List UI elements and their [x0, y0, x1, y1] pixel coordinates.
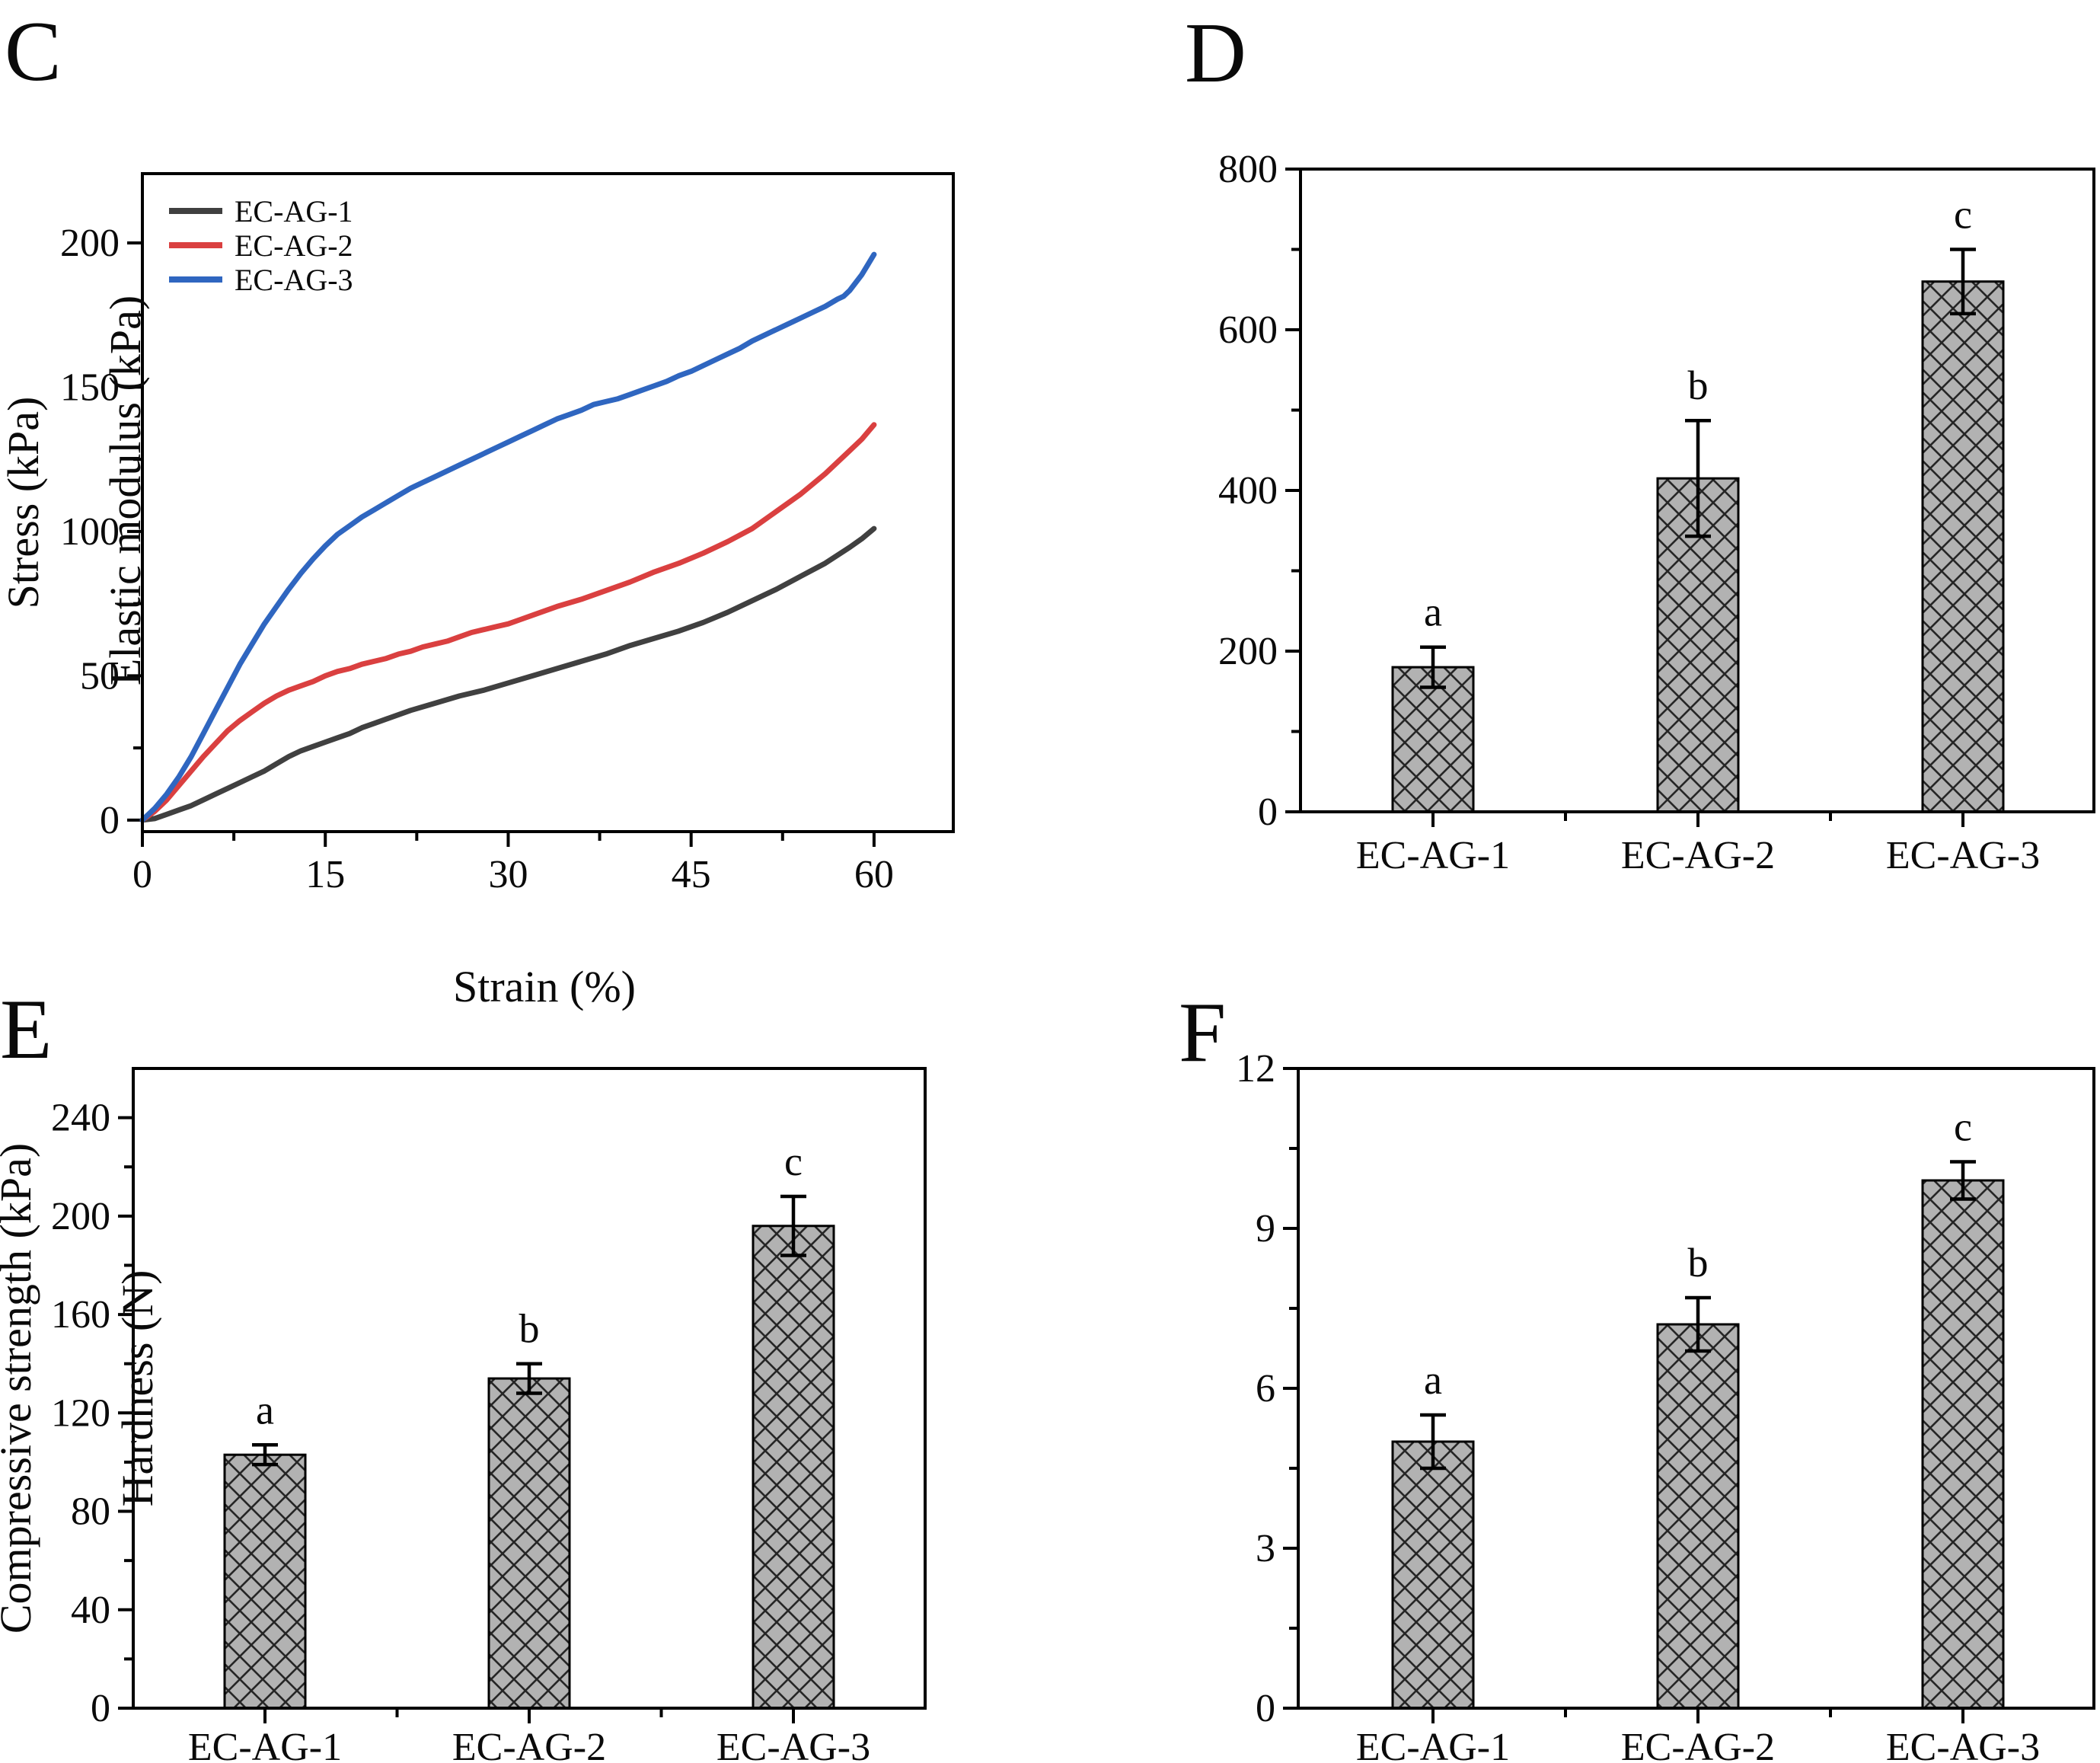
legend-label-ec-ag-1: EC-AG-1: [235, 194, 353, 228]
curve-ec-ag-2: [139, 422, 877, 823]
panel-d-category-label: EC-AG-3: [1886, 834, 2040, 877]
panel-e-category-label: EC-AG-1: [188, 1726, 342, 1763]
panel-d-yaxis-title: Elastic modulus (kPa): [101, 295, 150, 685]
bar-ec-ag-3: [1921, 1179, 2005, 1710]
panel-f-yaxis-title: Hardness (N): [113, 1270, 162, 1507]
panel-label-d: D: [1185, 6, 1246, 101]
panel-f-ytick-label: 12: [1236, 1047, 1275, 1091]
panel-c-ytick-label: 50: [80, 654, 120, 698]
bar-ec-ag-1: [1391, 1440, 1475, 1710]
panel-d-ytick-label: 600: [1218, 308, 1278, 352]
panel-f-ytick-label: 6: [1256, 1367, 1275, 1410]
panel-e-ytick-label: 0: [91, 1687, 110, 1730]
panel-c-ytick-label: 100: [60, 510, 120, 554]
panel-e-ytick-label: 80: [71, 1490, 110, 1534]
bar-ec-ag-3: [752, 1225, 835, 1710]
sig-letter-b: b: [519, 1306, 540, 1352]
panel-e-ytick-label: 120: [51, 1391, 110, 1435]
panel-c-ytick-label: 0: [100, 799, 120, 842]
panel-c-chart: 0 50 100 150 200 0 15 30 45 60 EC-AG-1EC-AG-2EC-AG…: [0, 172, 955, 1011]
bar-ec-ag-3: [1921, 280, 2005, 813]
panel-c-xaxis-title: Strain (%): [453, 962, 636, 1011]
panel-d-ytick-label: 0: [1258, 790, 1278, 834]
sig-letter-a: a: [256, 1387, 274, 1432]
panel-c-legend: EC-AG-1EC-AG-2EC-AG-3: [169, 194, 353, 297]
panel-c-plot-box: [141, 172, 955, 833]
panel-f-plot-box: [1297, 1067, 2095, 1710]
panel-f-chart: a b c EC-AG-1 EC-AG-2 EC-AG-3 0 3 6 9 12 Hardness (…: [113, 1047, 2095, 1763]
panel-f-ytick-label: 9: [1256, 1207, 1275, 1250]
panel-f-ytick-label: 3: [1256, 1527, 1275, 1570]
legend-label-ec-ag-3: EC-AG-3: [235, 263, 353, 297]
panel-c-xtick-label: 30: [488, 853, 528, 896]
panel-c-yaxis-title: Stress (kPa): [0, 397, 48, 609]
panel-c-ytick-label: 150: [60, 366, 120, 409]
panel-c-ytick-label: 200: [60, 222, 120, 265]
curve-ec-ag-1: [139, 525, 877, 823]
sig-letter-b: b: [1688, 363, 1709, 408]
bar-ec-ag-1: [223, 1453, 307, 1710]
panel-f-category-label: EC-AG-3: [1886, 1726, 2040, 1763]
bar-ec-ag-2: [487, 1377, 571, 1710]
panel-e-chart: a b c EC-AG-1 EC-AG-2 EC-AG-3 0 40 80 120 160 200 24…: [0, 1067, 927, 1763]
panel-d-ytick-label: 200: [1218, 630, 1278, 673]
panel-e-category-label: EC-AG-2: [452, 1726, 606, 1763]
panel-d-category-label: EC-AG-2: [1621, 834, 1775, 877]
panel-e-ytick-label: 200: [51, 1195, 110, 1238]
sig-letter-a: a: [1424, 1357, 1442, 1403]
panel-e-yaxis-title: Compressive strength (kPa): [0, 1143, 40, 1634]
panel-f-ytick-label: 0: [1256, 1687, 1275, 1730]
bar-ec-ag-2: [1656, 1323, 1740, 1710]
panel-d-plot-box: [1299, 168, 2095, 813]
panel-d-category-label: EC-AG-1: [1356, 834, 1510, 877]
sig-letter-c: c: [1954, 1104, 1972, 1150]
sig-letter-b: b: [1688, 1240, 1709, 1286]
sig-letter-c: c: [784, 1139, 803, 1184]
panel-e-ytick-label: 160: [51, 1293, 110, 1337]
panel-e-plot-box: [132, 1067, 927, 1710]
panel-d-ytick-label: 800: [1218, 148, 1278, 191]
panel-label-c: C: [5, 5, 62, 99]
panel-c-xtick-label: 15: [305, 853, 345, 896]
curve-ec-ag-3: [139, 251, 877, 823]
panel-e-ytick-label: 40: [71, 1589, 110, 1632]
panel-c-xtick-label: 60: [854, 853, 894, 896]
sig-letter-c: c: [1954, 192, 1972, 238]
sig-letter-a: a: [1424, 589, 1442, 635]
legend-label-ec-ag-2: EC-AG-2: [235, 228, 353, 263]
panel-f-category-label: EC-AG-2: [1621, 1726, 1775, 1763]
panel-e-category-label: EC-AG-3: [716, 1726, 870, 1763]
panel-label-f: F: [1179, 985, 1227, 1080]
panel-c-xtick-label: 45: [672, 853, 711, 896]
panel-label-e: E: [0, 982, 53, 1077]
panel-f-category-label: EC-AG-1: [1356, 1726, 1510, 1763]
panel-c-xtick-label: 0: [132, 853, 152, 896]
panel-e-ytick-label: 240: [51, 1097, 110, 1140]
panel-d-ytick-label: 400: [1218, 469, 1278, 513]
